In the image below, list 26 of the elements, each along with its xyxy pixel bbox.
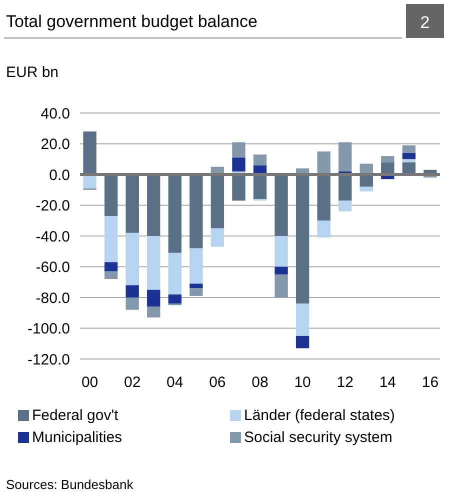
y-tick-label: -40.0	[36, 228, 70, 246]
y-tick-label: -120.0	[27, 351, 70, 368]
y-tick-label: 20.0	[40, 136, 70, 153]
y-tick-label: -20.0	[36, 198, 70, 214]
y-tick-label: 0.0	[49, 166, 70, 184]
x-tick-label: 06	[209, 374, 226, 391]
legend-label: Municipalities	[32, 429, 122, 446]
legend-label: Länder (federal states)	[244, 407, 395, 424]
x-tick-label: 10	[294, 374, 311, 391]
chart-title: Total government budget balance	[6, 12, 258, 31]
x-tick-label: 16	[422, 374, 439, 391]
y-axis-title: EUR bn	[6, 64, 59, 81]
legend-label: Social security system	[244, 429, 392, 446]
x-tick-label: 14	[379, 374, 396, 391]
x-tick-label: 02	[124, 374, 141, 391]
y-tick-label: 40.0	[40, 105, 70, 122]
x-tick-label: 00	[81, 374, 98, 391]
y-tick-label: -80.0	[36, 290, 70, 307]
source-note: Sources: Bundesbank	[6, 477, 134, 492]
y-tick-label: -60.0	[36, 259, 70, 276]
x-tick-label: 08	[252, 374, 268, 391]
text: 2	[420, 13, 430, 32]
legend-label: Federal gov't	[32, 407, 120, 424]
y-tick-label: -100.0	[27, 320, 70, 338]
x-tick-label: 04	[166, 374, 184, 391]
x-tick-label: 12	[336, 374, 354, 391]
